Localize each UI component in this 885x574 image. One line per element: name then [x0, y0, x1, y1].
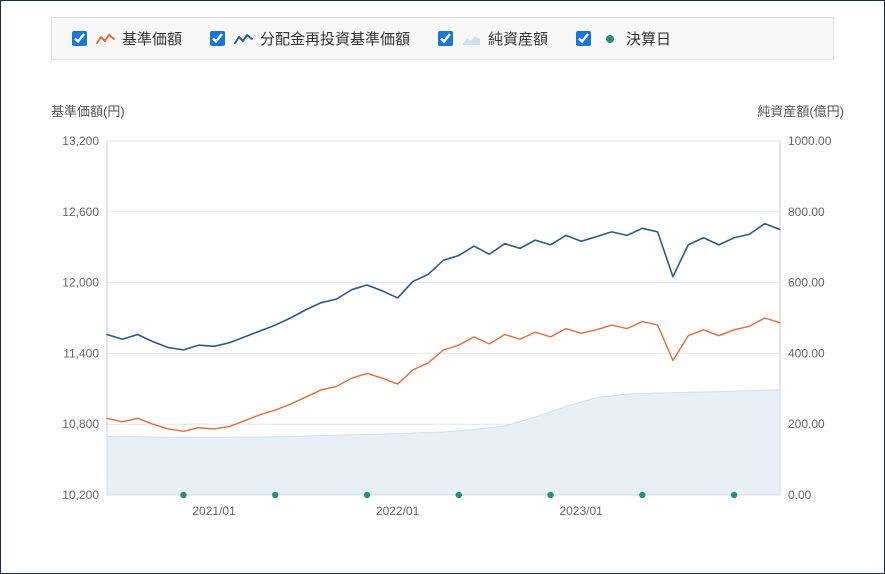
legend-checkbox-nav[interactable] — [72, 31, 87, 46]
ytick-left: 13,200 — [62, 134, 99, 148]
legend-label-settle: 決算日 — [626, 28, 671, 49]
legend-item-assets: 純資産額 — [434, 28, 548, 49]
ytick-right: 1000.00 — [788, 134, 832, 148]
legend-symbol-nav — [96, 32, 116, 46]
ytick-left: 12,600 — [62, 205, 99, 219]
ytick-right: 800.00 — [788, 205, 825, 219]
settlement-dot — [547, 492, 553, 498]
ytick-right: 400.00 — [788, 346, 825, 360]
xtick: 2023/01 — [559, 504, 603, 518]
ytick-right: 600.00 — [788, 276, 825, 290]
y-right-title: 純資産額(億円) — [757, 101, 844, 120]
series-assets — [107, 390, 780, 495]
legend-symbol-settle — [600, 32, 620, 46]
xtick: 2021/01 — [192, 504, 236, 518]
legend-label-assets: 純資産額 — [488, 28, 548, 49]
settlement-dot — [731, 492, 737, 498]
y-left-title: 基準価額(円) — [51, 101, 125, 120]
xtick: 2022/01 — [376, 504, 420, 518]
legend-checkbox-settle[interactable] — [576, 31, 591, 46]
plot-area: 10,200 10,800 11,400 12,000 12,600 13,200 0.00… — [51, 131, 844, 523]
legend-checkbox-reinv[interactable] — [210, 31, 225, 46]
legend-symbol-reinv — [234, 32, 254, 46]
settlement-dot — [180, 492, 186, 498]
settlement-dot — [639, 492, 645, 498]
settlement-dot — [364, 492, 370, 498]
chart-frame: 基準価額 分配金再投資基準価額 純資産額 決算日 基準価額(円) 純資産額(億円) 1… — [0, 0, 885, 574]
ytick-left: 10,800 — [62, 417, 99, 431]
ytick-right: 200.00 — [788, 417, 825, 431]
legend-item-reinv: 分配金再投資基準価額 — [206, 28, 410, 49]
ytick-left: 11,400 — [63, 346, 99, 360]
ytick-left: 12,000 — [62, 276, 99, 290]
legend-checkbox-assets[interactable] — [438, 31, 453, 46]
chart-svg: 10,200 10,800 11,400 12,000 12,600 13,200 0.00… — [51, 131, 844, 523]
ytick-left: 10,200 — [62, 488, 99, 502]
legend: 基準価額 分配金再投資基準価額 純資産額 決算日 — [51, 17, 834, 60]
series-reinv — [107, 224, 780, 350]
legend-item-nav: 基準価額 — [68, 28, 182, 49]
legend-label-nav: 基準価額 — [122, 28, 182, 49]
legend-item-settle: 決算日 — [572, 28, 671, 49]
legend-symbol-assets — [462, 32, 482, 46]
ytick-right: 0.00 — [788, 488, 812, 502]
legend-label-reinv: 分配金再投資基準価額 — [260, 28, 410, 49]
settlement-dot — [456, 492, 462, 498]
settlement-dot — [272, 492, 278, 498]
